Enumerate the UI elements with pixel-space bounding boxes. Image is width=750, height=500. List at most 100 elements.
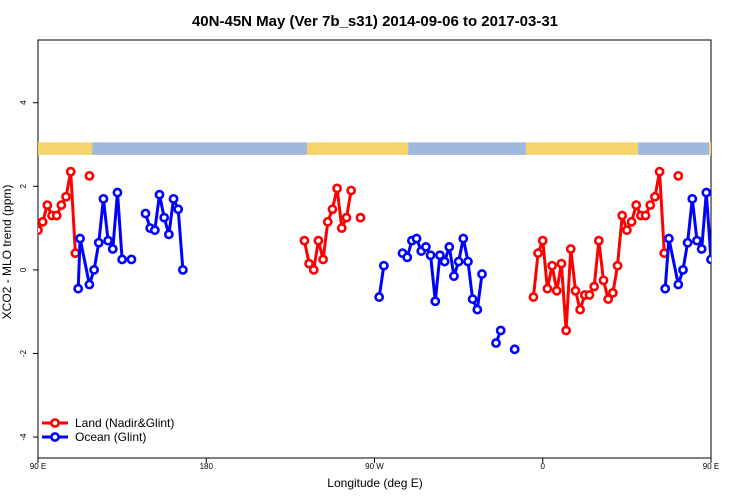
data-point [565, 244, 576, 254]
surface-band-land-4 [525, 142, 639, 155]
x-tick-label: 90 E [30, 462, 46, 471]
data-point [551, 285, 562, 296]
data-point [149, 225, 160, 236]
legend: Land (Nadir&Glint)Ocean (Glint) [42, 416, 174, 444]
x-tick-label: 180 [200, 462, 214, 471]
data-point [706, 254, 711, 265]
data-point [626, 216, 637, 227]
data-point [304, 258, 314, 269]
data-point [299, 235, 310, 246]
data-point [682, 237, 693, 248]
data-point [107, 244, 118, 254]
surface-band-ocean-3 [408, 142, 526, 155]
data-point [640, 210, 651, 221]
x-tick-label: 0 [541, 462, 546, 471]
data-point [617, 210, 628, 221]
data-point [332, 183, 343, 194]
data-point [696, 244, 707, 254]
data-point [458, 233, 469, 244]
x-axis-label: Longitude (deg E) [327, 476, 422, 490]
data-point [664, 233, 674, 244]
data-point [425, 250, 436, 261]
data-point [168, 193, 179, 204]
data-point [341, 212, 352, 223]
data-point [692, 235, 702, 246]
data-point [411, 233, 422, 244]
data-point [673, 170, 684, 181]
y-tick-label: -2 [19, 349, 28, 357]
data-point [93, 237, 104, 248]
data-point [509, 344, 520, 355]
data-point [98, 193, 109, 204]
surface-band-ocean-1 [92, 142, 308, 155]
data-point [73, 283, 84, 294]
data-point [584, 290, 595, 300]
data-point [177, 264, 188, 275]
data-point [378, 260, 389, 271]
data-point [701, 187, 711, 198]
legend-swatch-marker [50, 432, 60, 442]
data-point [327, 204, 338, 215]
data-point [607, 287, 618, 298]
legend-swatch-marker [50, 418, 60, 428]
data-point [537, 235, 548, 246]
y-axis-label: XCO2 - MLO trend (ppm) [0, 185, 14, 320]
data-point [430, 296, 441, 307]
data-point [374, 292, 385, 302]
surface-band-ocean-5 [638, 142, 710, 155]
data-point [51, 210, 62, 221]
data-point [650, 191, 660, 202]
data-point [660, 283, 671, 294]
data-point [318, 254, 328, 265]
data-point [346, 185, 357, 196]
chart-title: 40N-45N May (Ver 7b_s31) 2014-09-06 to 2… [192, 13, 558, 30]
data-point [75, 233, 85, 244]
data-point [89, 264, 99, 275]
data-point [449, 271, 459, 282]
data-point [313, 235, 324, 246]
data-point [159, 212, 170, 223]
data-point [570, 285, 581, 296]
data-point [38, 216, 48, 227]
data-point [589, 281, 600, 292]
data-point [495, 325, 506, 336]
surface-band-land-0 [38, 142, 93, 155]
data-point [439, 256, 450, 267]
data-point [61, 191, 71, 202]
data-point [336, 223, 347, 233]
series-land [38, 166, 684, 336]
x-tick-label: 90 E [703, 462, 719, 471]
surface-band-land-6 [709, 142, 711, 155]
y-tick-label: 0 [19, 267, 28, 272]
data-point [154, 189, 165, 200]
data-point [173, 204, 184, 215]
data-point [593, 235, 604, 246]
data-point [402, 252, 413, 263]
data-point [491, 338, 501, 348]
data-point [463, 256, 473, 267]
y-tick-label: 2 [19, 184, 28, 189]
data-point [472, 304, 483, 315]
data-point [561, 325, 572, 336]
data-point [444, 242, 455, 252]
data-point [547, 260, 557, 271]
data-point [678, 264, 688, 275]
data-point [140, 208, 151, 219]
data-point [322, 216, 333, 227]
series-line [531, 170, 666, 332]
y-tick-label: 4 [19, 100, 28, 105]
data-point [477, 269, 487, 279]
data-point [467, 294, 478, 305]
x-tick-label: 90 W [365, 462, 384, 471]
data-point [603, 294, 614, 305]
data-point [70, 248, 81, 259]
data-point [308, 264, 319, 275]
data-point [117, 254, 128, 265]
legend-label: Ocean (Glint) [75, 430, 146, 444]
data-point [612, 260, 623, 271]
surface-band-land-2 [307, 142, 409, 155]
data-point [453, 256, 464, 267]
data-point [84, 279, 95, 290]
data-point [56, 200, 67, 211]
series-line [663, 191, 711, 289]
